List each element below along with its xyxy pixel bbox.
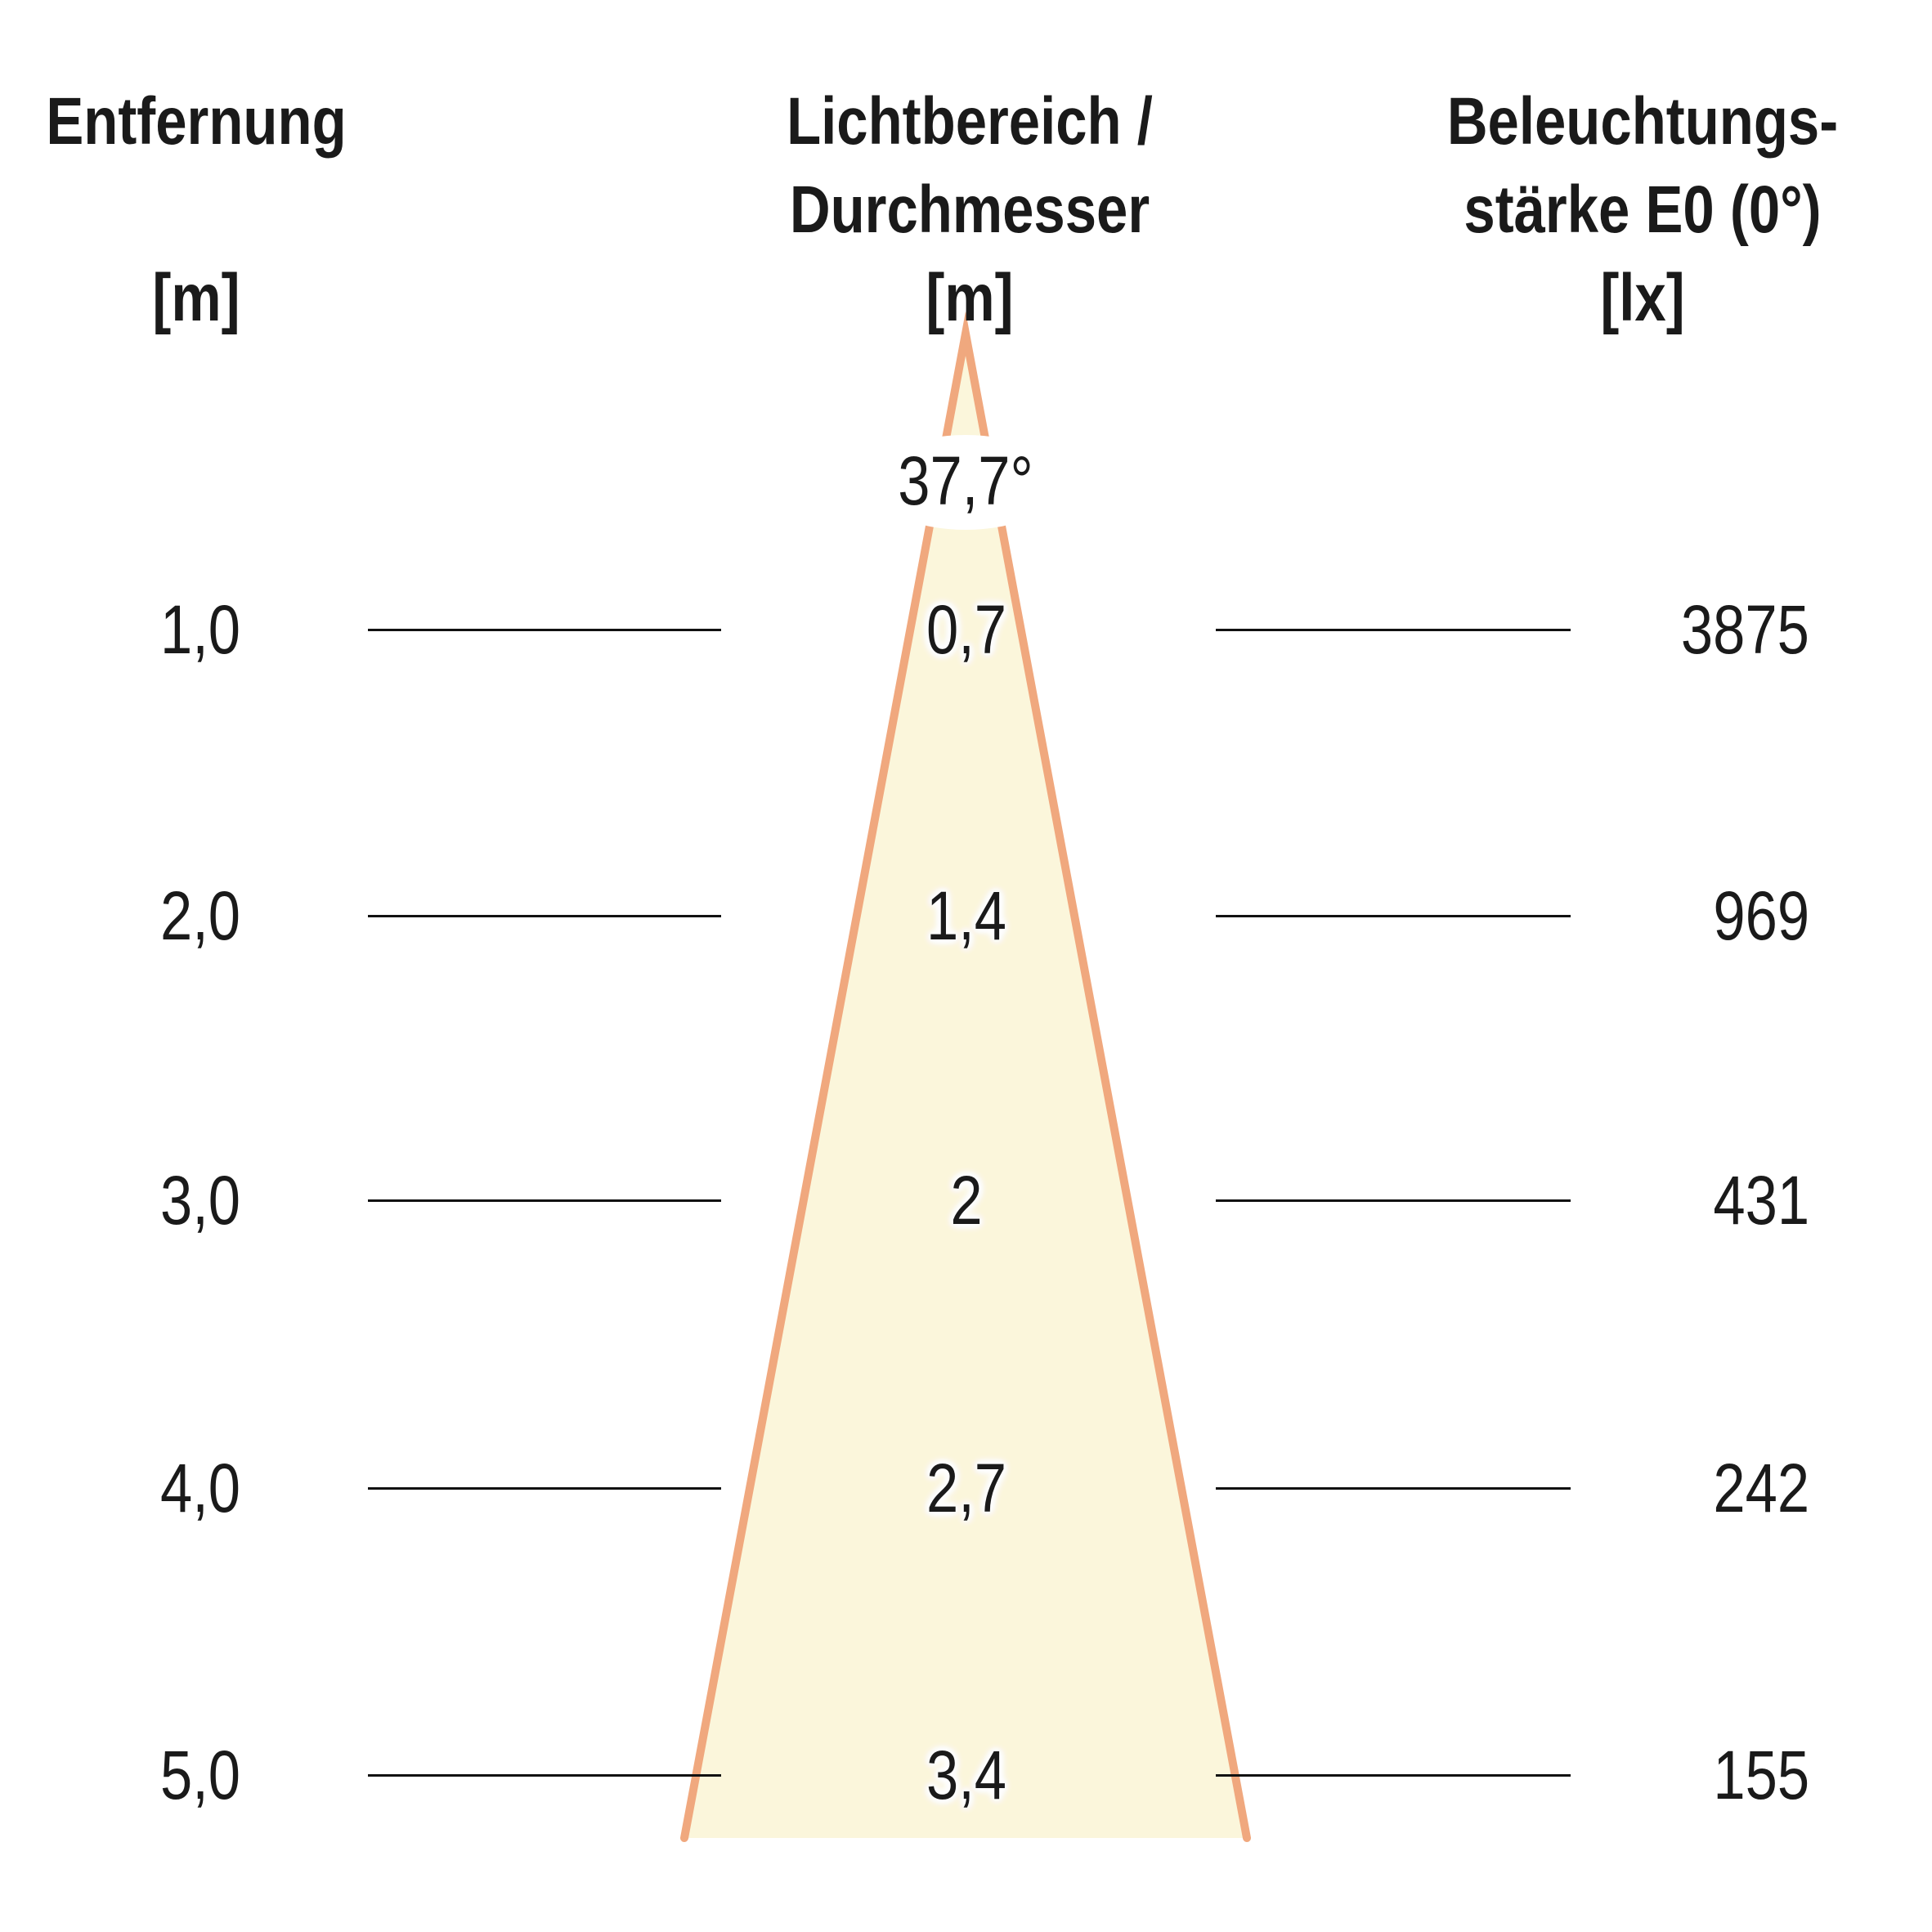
col-illuminance-unit: [lx] — [1600, 261, 1685, 335]
row-3-right-rule — [1216, 1199, 1571, 1202]
row-5-left-rule — [368, 1774, 721, 1777]
row-2-illuminance: 969 — [1713, 877, 1809, 954]
beam-angle-label: 37,7° — [898, 442, 1033, 519]
row-3-left-rule — [368, 1199, 721, 1202]
row-5-illuminance: 155 — [1713, 1737, 1809, 1813]
row-4-illuminance: 242 — [1713, 1450, 1809, 1526]
row-1-diameter: 0,7 — [926, 591, 1007, 668]
row-3-diameter: 2 — [950, 1162, 983, 1239]
row-1-illuminance: 3875 — [1681, 591, 1809, 668]
row-4-right-rule — [1216, 1487, 1571, 1490]
row-5-right-rule — [1216, 1774, 1571, 1777]
beam-cone-fill — [684, 334, 1247, 1838]
row-5-distance: 5,0 — [159, 1737, 241, 1813]
beam-cone-outline — [680, 311, 1251, 1842]
row-4-left-rule — [368, 1487, 721, 1490]
row-2-left-rule — [368, 915, 721, 917]
col-illuminance-title-line2: stärke E0 (0°) — [1464, 173, 1822, 247]
row-2-right-rule — [1216, 915, 1571, 917]
row-5-diameter: 3,4 — [926, 1737, 1007, 1813]
col-distance-title: Entfernung — [46, 84, 347, 159]
col-beam-unit: [m] — [926, 261, 1014, 335]
row-2-distance: 2,0 — [159, 877, 241, 954]
row-3-illuminance: 431 — [1713, 1162, 1809, 1239]
row-3-distance: 3,0 — [159, 1162, 241, 1239]
col-beam-title-line1: Lichtbereich / — [787, 84, 1153, 159]
row-2-diameter: 1,4 — [926, 877, 1007, 954]
col-beam-title-line2: Durchmesser — [789, 173, 1150, 247]
angle-label-halo — [869, 435, 1062, 530]
row-4-diameter: 2,7 — [926, 1450, 1007, 1526]
row-4-distance: 4,0 — [159, 1450, 241, 1526]
col-distance-unit: [m] — [152, 261, 240, 335]
row-1-left-rule — [368, 629, 721, 631]
row-1-right-rule — [1216, 629, 1571, 631]
col-illuminance-title-line1: Beleuchtungs- — [1446, 84, 1839, 159]
row-1-distance: 1,0 — [159, 591, 241, 668]
